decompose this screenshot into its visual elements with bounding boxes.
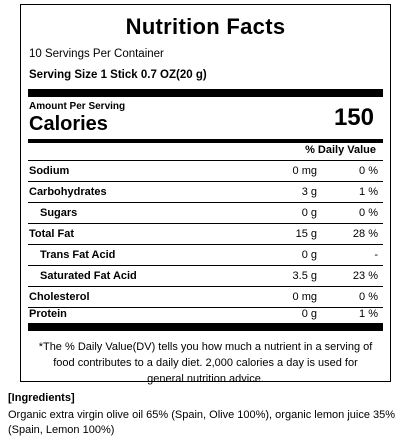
row-divider xyxy=(28,286,383,287)
nutrient-row-protein: Protein 0 g 1 % xyxy=(28,305,383,323)
daily-value-footnote: *The % Daily Value(DV) tells you how muc… xyxy=(38,341,373,385)
row-divider xyxy=(28,265,383,266)
nutrient-daily-value: 0 % xyxy=(359,291,378,303)
row-divider xyxy=(28,160,383,161)
nutrient-daily-value: 1 % xyxy=(359,308,378,320)
row-divider xyxy=(28,223,383,224)
row-divider xyxy=(28,307,383,308)
nutrient-amount: 3 g xyxy=(301,186,317,198)
nutrient-name: Total Fat xyxy=(29,228,75,240)
ingredients-text: Organic extra virgin olive oil 65% (Spai… xyxy=(8,409,396,436)
nutrient-daily-value: 28 % xyxy=(352,228,378,240)
thick-divider xyxy=(28,323,383,331)
nutrient-amount: 0 g xyxy=(301,207,317,219)
row-divider xyxy=(28,181,383,182)
nutrient-name: Protein xyxy=(29,308,67,320)
nutrient-name: Trans Fat Acid xyxy=(40,249,116,261)
row-divider xyxy=(28,244,383,245)
nutrient-amount: 15 g xyxy=(295,228,317,240)
daily-value-header: % Daily Value xyxy=(305,144,376,156)
nutrient-daily-value: 23 % xyxy=(352,270,378,282)
nutrient-name: Carbohydrates xyxy=(29,186,107,198)
nutrient-row-carbohydrates: Carbohydrates 3 g 1 % xyxy=(28,182,383,202)
nutrient-row-sugars: Sugars 0 g 0 % xyxy=(28,203,383,223)
thick-divider xyxy=(28,89,383,97)
nutrient-daily-value: 0 % xyxy=(359,207,378,219)
serving-size: Serving Size 1 Stick 0.7 OZ(20 g) xyxy=(29,69,207,81)
nutrient-name: Sodium xyxy=(29,165,70,177)
nutrient-amount: 0 mg xyxy=(292,165,317,177)
amount-per-serving: Amount Per Serving xyxy=(29,101,126,112)
row-divider xyxy=(28,202,383,203)
nutrient-daily-value: 0 % xyxy=(359,165,378,177)
nutrient-row-cholesterol: Cholesterol 0 mg 0 % xyxy=(28,287,383,307)
servings-per-container: 10 Servings Per Container xyxy=(29,48,164,60)
medium-divider xyxy=(28,139,383,143)
nutrient-amount: 0 g xyxy=(301,249,317,261)
nutrient-name: Cholesterol xyxy=(29,291,90,303)
nutrient-name: Sugars xyxy=(40,207,78,219)
nutrient-row-trans-fat: Trans Fat Acid 0 g - xyxy=(28,245,383,265)
ingredients-title: [Ingredients] xyxy=(8,392,75,404)
nutrient-row-saturated-fat: Saturated Fat Acid 3.5 g 23 % xyxy=(28,266,383,286)
nutrient-name: Saturated Fat Acid xyxy=(40,270,137,282)
nutrient-row-sodium: Sodium 0 mg 0 % xyxy=(28,161,383,181)
nutrient-daily-value: 1 % xyxy=(359,186,378,198)
nutrition-facts-label: Nutrition Facts 10 Servings Per Containe… xyxy=(20,4,391,385)
nutrient-row-total-fat: Total Fat 15 g 28 % xyxy=(28,224,383,244)
nutrient-amount: 0 g xyxy=(301,308,317,320)
nutrient-amount: 0 mg xyxy=(292,291,317,303)
calories-label: Calories xyxy=(29,113,108,135)
nutrient-amount: 3.5 g xyxy=(292,270,317,282)
calories-value: 150 xyxy=(333,104,374,131)
nutrient-daily-value: - xyxy=(374,249,378,261)
nutrition-facts-title: Nutrition Facts xyxy=(125,14,286,39)
